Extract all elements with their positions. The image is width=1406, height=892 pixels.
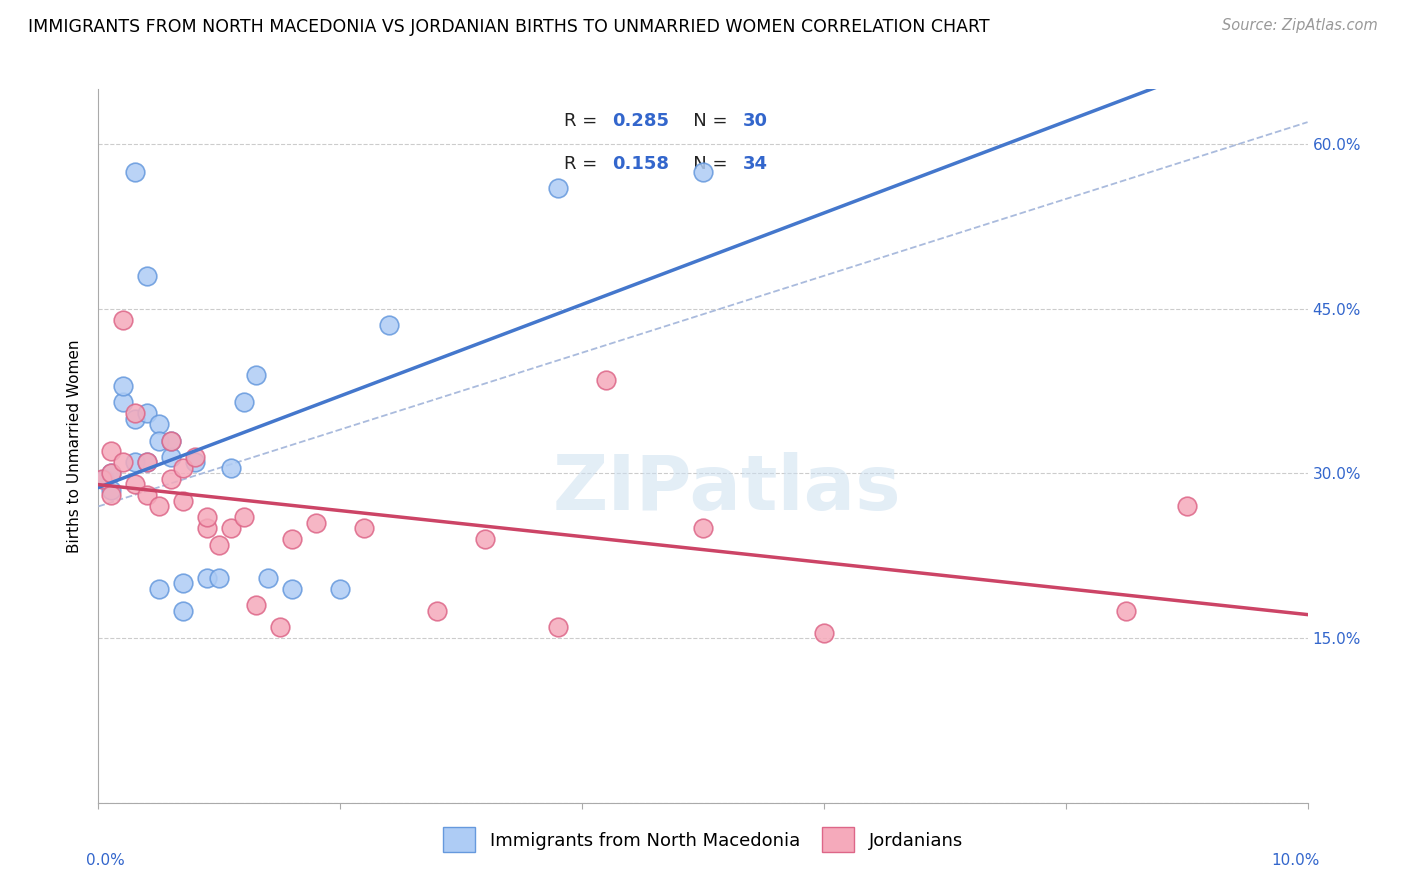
Text: 0.158: 0.158 [613, 155, 669, 173]
Point [93, 472, 115, 486]
Point [148, 582, 170, 596]
Text: 0.0%: 0.0% [86, 853, 125, 868]
Point [111, 395, 134, 409]
Text: Source: ZipAtlas.com: Source: ZipAtlas.com [1222, 18, 1378, 33]
Point [195, 521, 218, 535]
Point [208, 571, 231, 585]
Point [160, 472, 183, 486]
Point [148, 500, 170, 514]
Point [135, 455, 157, 469]
Point [547, 620, 569, 634]
Point [91, 472, 114, 486]
Point [135, 268, 157, 283]
Point [124, 411, 146, 425]
Point [232, 510, 254, 524]
Text: R =: R = [564, 155, 603, 173]
Point [148, 434, 170, 448]
Point [100, 467, 122, 481]
Point [184, 455, 207, 469]
Point [100, 467, 122, 481]
Point [160, 434, 183, 448]
Point [135, 488, 157, 502]
Point [195, 510, 218, 524]
Point [1115, 604, 1137, 618]
Y-axis label: Births to Unmarried Women: Births to Unmarried Women [67, 339, 83, 553]
Point [124, 406, 146, 420]
Text: 30: 30 [742, 112, 768, 130]
Point [813, 625, 835, 640]
Point [595, 373, 617, 387]
Point [474, 533, 496, 547]
Point [184, 450, 207, 464]
Legend: Immigrants from North Macedonia, Jordanians: Immigrants from North Macedonia, Jordani… [430, 814, 976, 865]
Text: N =: N = [676, 112, 734, 130]
Point [100, 483, 122, 497]
Point [172, 604, 194, 618]
Point [256, 571, 278, 585]
Point [111, 455, 134, 469]
Text: 34: 34 [742, 155, 768, 173]
Point [172, 494, 194, 508]
Point [135, 406, 157, 420]
Point [172, 576, 194, 591]
Point [111, 312, 134, 326]
Point [100, 488, 122, 502]
Point [100, 444, 122, 458]
Point [377, 318, 399, 333]
Point [124, 455, 146, 469]
Point [172, 461, 194, 475]
Point [135, 455, 157, 469]
Point [232, 395, 254, 409]
Point [124, 164, 146, 178]
Point [281, 582, 304, 596]
Point [692, 521, 714, 535]
Text: 10.0%: 10.0% [1271, 853, 1320, 868]
Text: 0.285: 0.285 [613, 112, 669, 130]
Point [547, 181, 569, 195]
Text: N =: N = [676, 155, 734, 173]
Text: IMMIGRANTS FROM NORTH MACEDONIA VS JORDANIAN BIRTHS TO UNMARRIED WOMEN CORRELATI: IMMIGRANTS FROM NORTH MACEDONIA VS JORDA… [28, 18, 990, 36]
Point [1175, 500, 1198, 514]
Point [124, 477, 146, 491]
Point [329, 582, 352, 596]
Point [148, 417, 170, 431]
Point [195, 571, 218, 585]
Point [281, 533, 304, 547]
Point [245, 368, 267, 382]
Text: ZIPatlas: ZIPatlas [553, 452, 901, 525]
Point [111, 378, 134, 392]
Point [221, 461, 243, 475]
Point [221, 521, 243, 535]
Point [160, 450, 183, 464]
Point [305, 516, 328, 530]
Point [245, 598, 267, 612]
Point [692, 164, 714, 178]
Point [208, 538, 231, 552]
Point [269, 620, 291, 634]
Point [426, 604, 449, 618]
Text: R =: R = [564, 112, 603, 130]
Point [160, 434, 183, 448]
Point [353, 521, 375, 535]
